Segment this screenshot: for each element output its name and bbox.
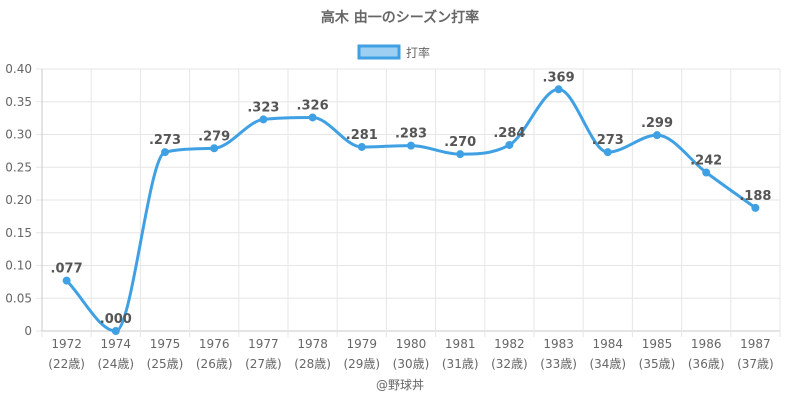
data-label: .369 (543, 70, 575, 85)
data-point (456, 150, 465, 159)
data-label: .281 (346, 128, 378, 143)
x-tick-label: 1980 (396, 337, 427, 351)
data-point (751, 203, 760, 212)
data-label: .077 (51, 262, 83, 277)
data-point (210, 144, 219, 153)
x-tick-label: 1983 (543, 337, 574, 351)
x-tick-sublabel: (27歳) (245, 357, 282, 371)
x-tick-label: 1985 (642, 337, 673, 351)
legend-label: 打率 (406, 45, 430, 60)
data-point (407, 141, 415, 150)
data-point (357, 142, 366, 151)
x-tick-label: 1981 (445, 337, 476, 351)
legend[interactable]: 打率 (357, 44, 430, 60)
x-tick-label: 1978 (297, 337, 328, 351)
x-tick-sublabel: (32歳) (491, 357, 528, 371)
legend-swatch (357, 44, 401, 60)
x-tick-sublabel: (33歳) (540, 357, 577, 371)
y-tick-label: 0.40 (5, 62, 32, 76)
data-label: .000 (100, 312, 132, 327)
data-point (554, 85, 563, 94)
y-tick-label: 0 (24, 324, 32, 338)
data-point (111, 327, 120, 335)
x-tick-label: 1974 (101, 337, 132, 351)
y-tick-label: 0.10 (5, 259, 32, 273)
x-tick-sublabel: (37歳) (737, 357, 774, 371)
y-tick-label: 0.25 (5, 160, 32, 174)
x-tick-label: 1977 (248, 337, 279, 351)
data-label: .326 (297, 98, 329, 113)
y-tick-label: 0.35 (5, 95, 32, 109)
x-tick-sublabel: (35歳) (639, 357, 676, 371)
x-tick-sublabel: (36歳) (688, 357, 725, 371)
data-label: .242 (690, 153, 722, 168)
data-label: .299 (641, 116, 673, 131)
y-tick-label: 0.20 (5, 193, 32, 207)
series-line (65, 87, 757, 333)
data-point (653, 131, 661, 140)
data-point (62, 276, 71, 285)
x-tick-label: 1972 (51, 337, 82, 351)
credit-text: @野球丼 (376, 378, 424, 392)
x-tick-sublabel: (25歳) (147, 357, 184, 371)
chart-title: 高木 由一のシーズン打率 (321, 9, 479, 26)
data-label: .283 (395, 127, 427, 142)
x-tick-label: 1984 (593, 337, 624, 351)
x-tick-sublabel: (31歳) (442, 357, 479, 371)
x-tick-sublabel: (29歳) (343, 357, 380, 371)
data-label: .270 (444, 135, 476, 150)
x-tick-sublabel: (34歳) (589, 357, 626, 371)
data-label: .273 (149, 133, 181, 148)
data-label: .323 (247, 100, 279, 115)
data-point (161, 148, 169, 157)
data-label: .188 (739, 189, 771, 204)
data-label: .279 (198, 129, 230, 144)
data-point (505, 140, 514, 149)
y-tick-label: 0.30 (5, 128, 32, 142)
y-tick-label: 0.15 (5, 226, 32, 240)
data-point (603, 148, 612, 157)
x-axis-ticks: 1972 (22歳) 1974 (24歳) 1975 (25歳) 1976 (26歳) 1977… (48, 337, 773, 371)
data-labels: .077 .000 .273 .279 .323 .326 .281 .283 .270 .284… (51, 70, 772, 327)
x-tick-sublabel: (24歳) (97, 357, 134, 371)
y-axis-ticks: 0 0.05 0.10 0.15 0.20 0.25 0.30 0.35 0.40 (5, 62, 32, 338)
x-tick-label: 1975 (150, 337, 181, 351)
data-point (308, 113, 317, 122)
x-tick-label: 1979 (347, 337, 378, 351)
x-tick-sublabel: (30歳) (393, 357, 430, 371)
data-point (702, 168, 711, 177)
data-point (259, 115, 268, 124)
x-tick-label: 1987 (740, 337, 771, 351)
y-tick-label: 0.05 (5, 291, 32, 305)
data-label: .284 (493, 126, 525, 141)
x-tick-sublabel: (22歳) (48, 357, 85, 371)
x-tick-label: 1986 (691, 337, 722, 351)
x-tick-label: 1976 (199, 337, 230, 351)
data-label: .273 (592, 133, 624, 148)
data-points (62, 85, 760, 335)
x-tick-label: 1982 (494, 337, 525, 351)
x-tick-sublabel: (28歳) (294, 357, 331, 371)
x-tick-sublabel: (26歳) (196, 357, 233, 371)
